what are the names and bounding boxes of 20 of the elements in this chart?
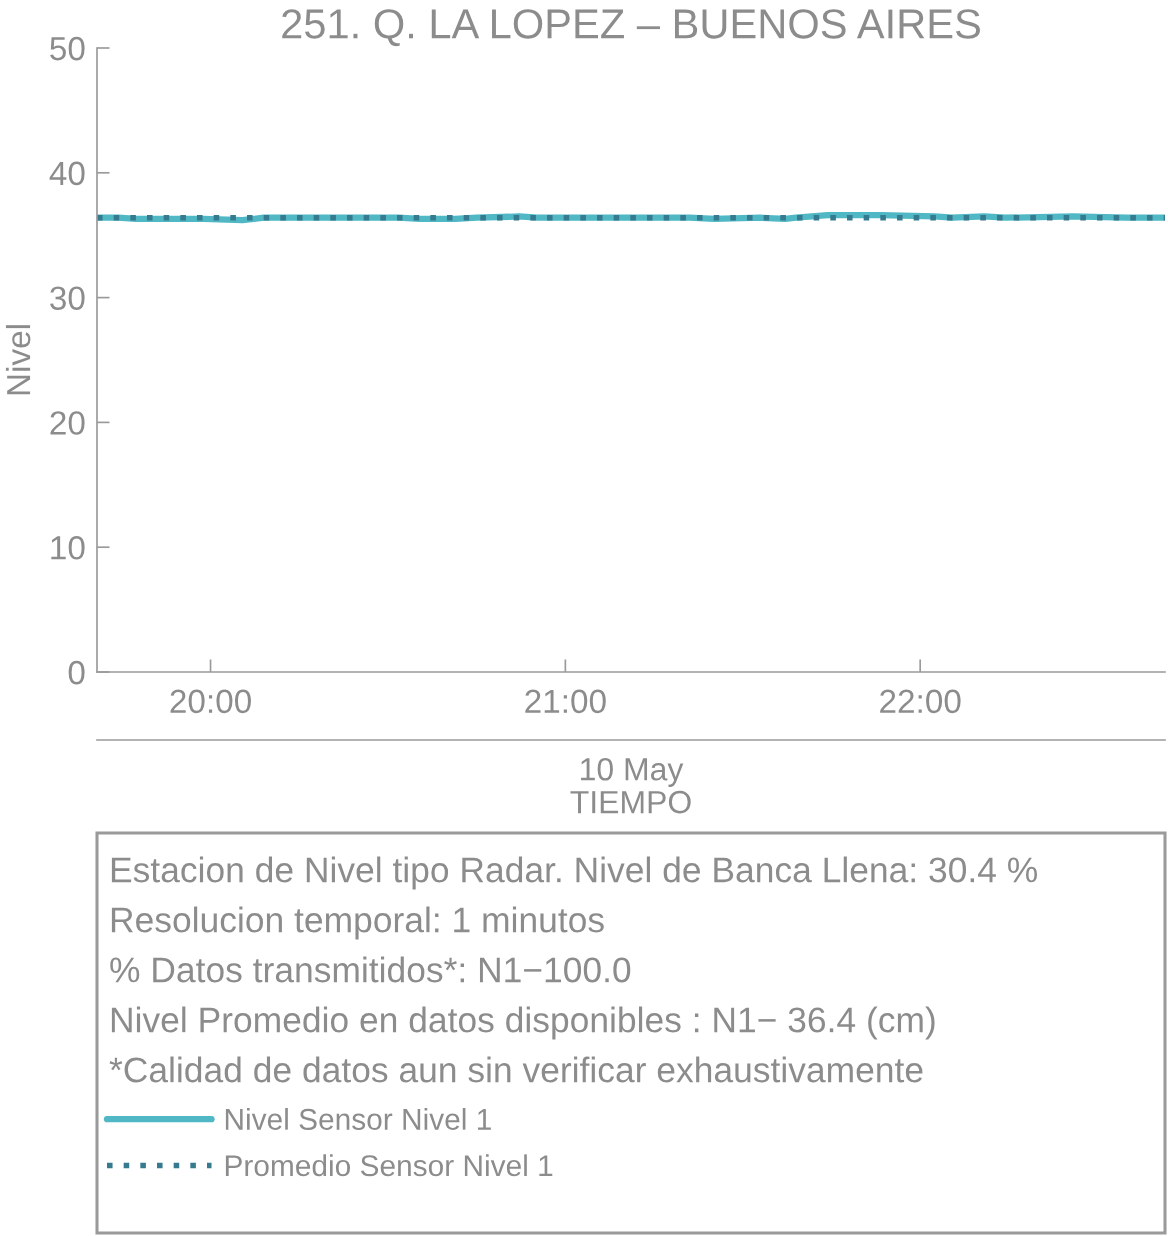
x-tick-label: 20:00 <box>170 689 251 714</box>
y-tick-label: 50 <box>50 36 85 61</box>
text: 10 May <box>581 757 684 787</box>
x-tick-label: 21:00 <box>525 689 606 714</box>
chart-title: 251. Q. LA LOPEZ – BUENOS AIRES <box>282 9 980 47</box>
legend-label: Nivel Sensor Nivel 1 <box>225 1108 491 1130</box>
y-axis-title: Nivel <box>5 325 31 395</box>
text: Nivel Promedio en datos disponibles : N1− 36.4 (cm) <box>111 1006 935 1040</box>
text: Estacion de Nivel tipo Radar. Nivel de Banca Llena: 30.4 % <box>111 856 1037 890</box>
x-tick-label: 22:00 <box>880 689 961 714</box>
y-tick-label: 10 <box>51 536 85 560</box>
legend-label: Promedio Sensor Nivel 1 <box>225 1154 553 1177</box>
x-axis-title: TIEMPO <box>570 790 691 814</box>
y-tick-label: 20 <box>50 411 85 435</box>
text: *Calidad de datos aun sin verificar exhaustivamente <box>109 1056 923 1083</box>
y-tick-label: 0 <box>68 660 85 685</box>
text: % Datos transmitidos*: N1−100.0 <box>110 956 631 983</box>
text: Resolucion temporal: 1 minutos <box>111 906 604 940</box>
y-tick-label: 40 <box>49 161 85 186</box>
y-tick-label: 30 <box>50 286 85 311</box>
